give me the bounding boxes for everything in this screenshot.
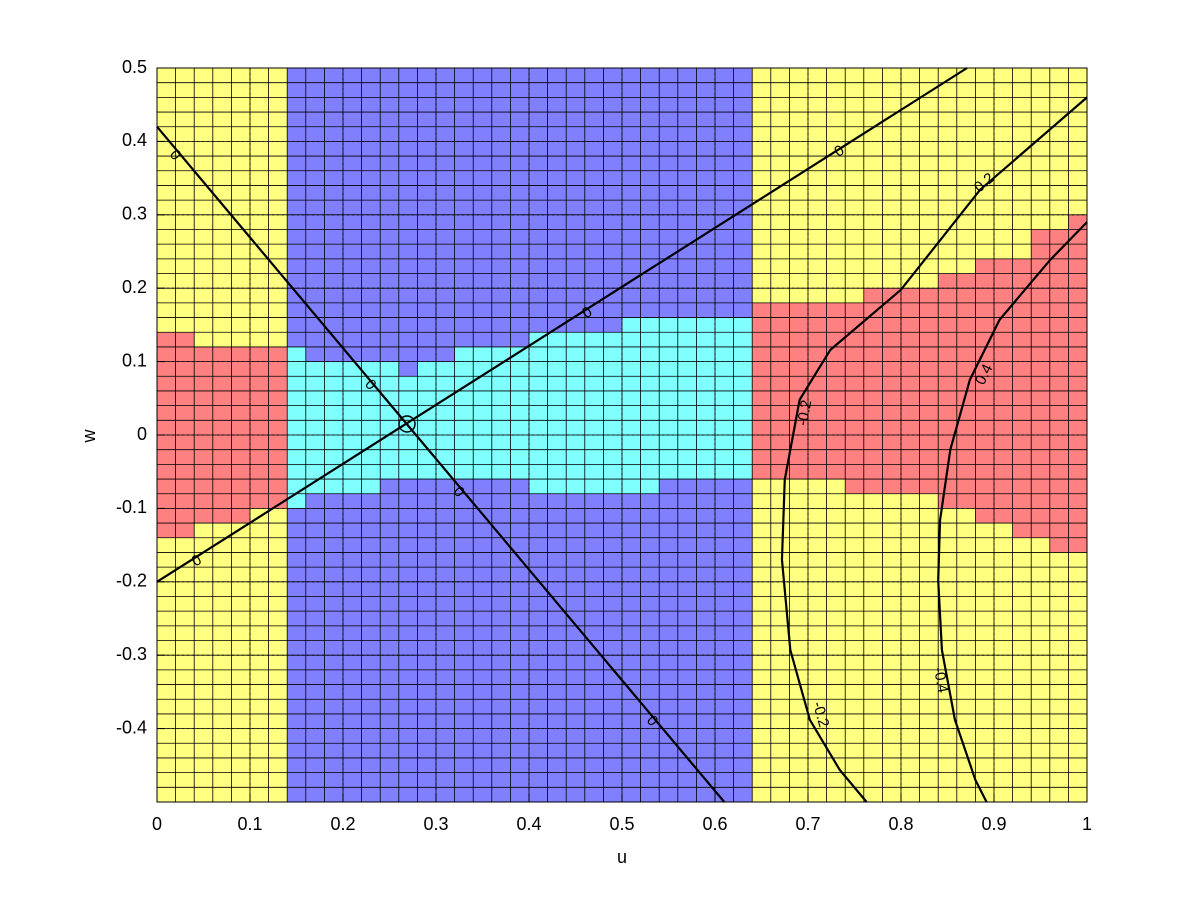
contour-label: -0.2 (809, 700, 832, 729)
contour-line (780, 96, 1088, 803)
x-tick-label: 0 (152, 814, 162, 834)
y-tick-label: 0.4 (122, 130, 147, 150)
x-tick-label: 0.3 (423, 814, 448, 834)
x-tick-label: 0.4 (516, 814, 541, 834)
intersection-marker (398, 415, 416, 433)
region (845, 302, 864, 494)
y-tick-label: -0.1 (116, 497, 147, 517)
y-tick-label: -0.4 (116, 717, 147, 737)
y-tick-label: 0.3 (122, 204, 147, 224)
contour-label: -0.2 (794, 399, 815, 428)
y-tick-label: -0.3 (116, 644, 147, 664)
x-tick-label: 0.6 (702, 814, 727, 834)
y-tick-label: 0.1 (122, 350, 147, 370)
x-tick-label: 0.2 (330, 814, 355, 834)
x-tick-label: 0.8 (888, 814, 913, 834)
x-tick-label: 0.7 (795, 814, 820, 834)
x-tick-label: 1 (1082, 814, 1092, 834)
contour-line (156, 67, 968, 583)
y-tick-label: 0 (137, 424, 147, 444)
contour-line (937, 221, 1088, 803)
x-tick-label: 0.5 (609, 814, 634, 834)
contour-label: -0.4 (930, 666, 951, 695)
region (398, 376, 418, 480)
y-axis-label: w (79, 429, 99, 444)
y-tick-label: 0.5 (122, 57, 147, 77)
region (659, 317, 753, 480)
y-tick-label: -0.2 (116, 571, 147, 591)
region (287, 346, 306, 509)
contour-line (156, 126, 726, 803)
x-axis-label: u (617, 847, 627, 867)
region (1068, 214, 1087, 553)
region (1012, 258, 1032, 538)
y-tick-label: 0.2 (122, 277, 147, 297)
region (529, 332, 622, 494)
x-tick-label: 0.1 (237, 814, 262, 834)
x-tick-label: 0.9 (981, 814, 1006, 834)
region (1031, 229, 1050, 538)
